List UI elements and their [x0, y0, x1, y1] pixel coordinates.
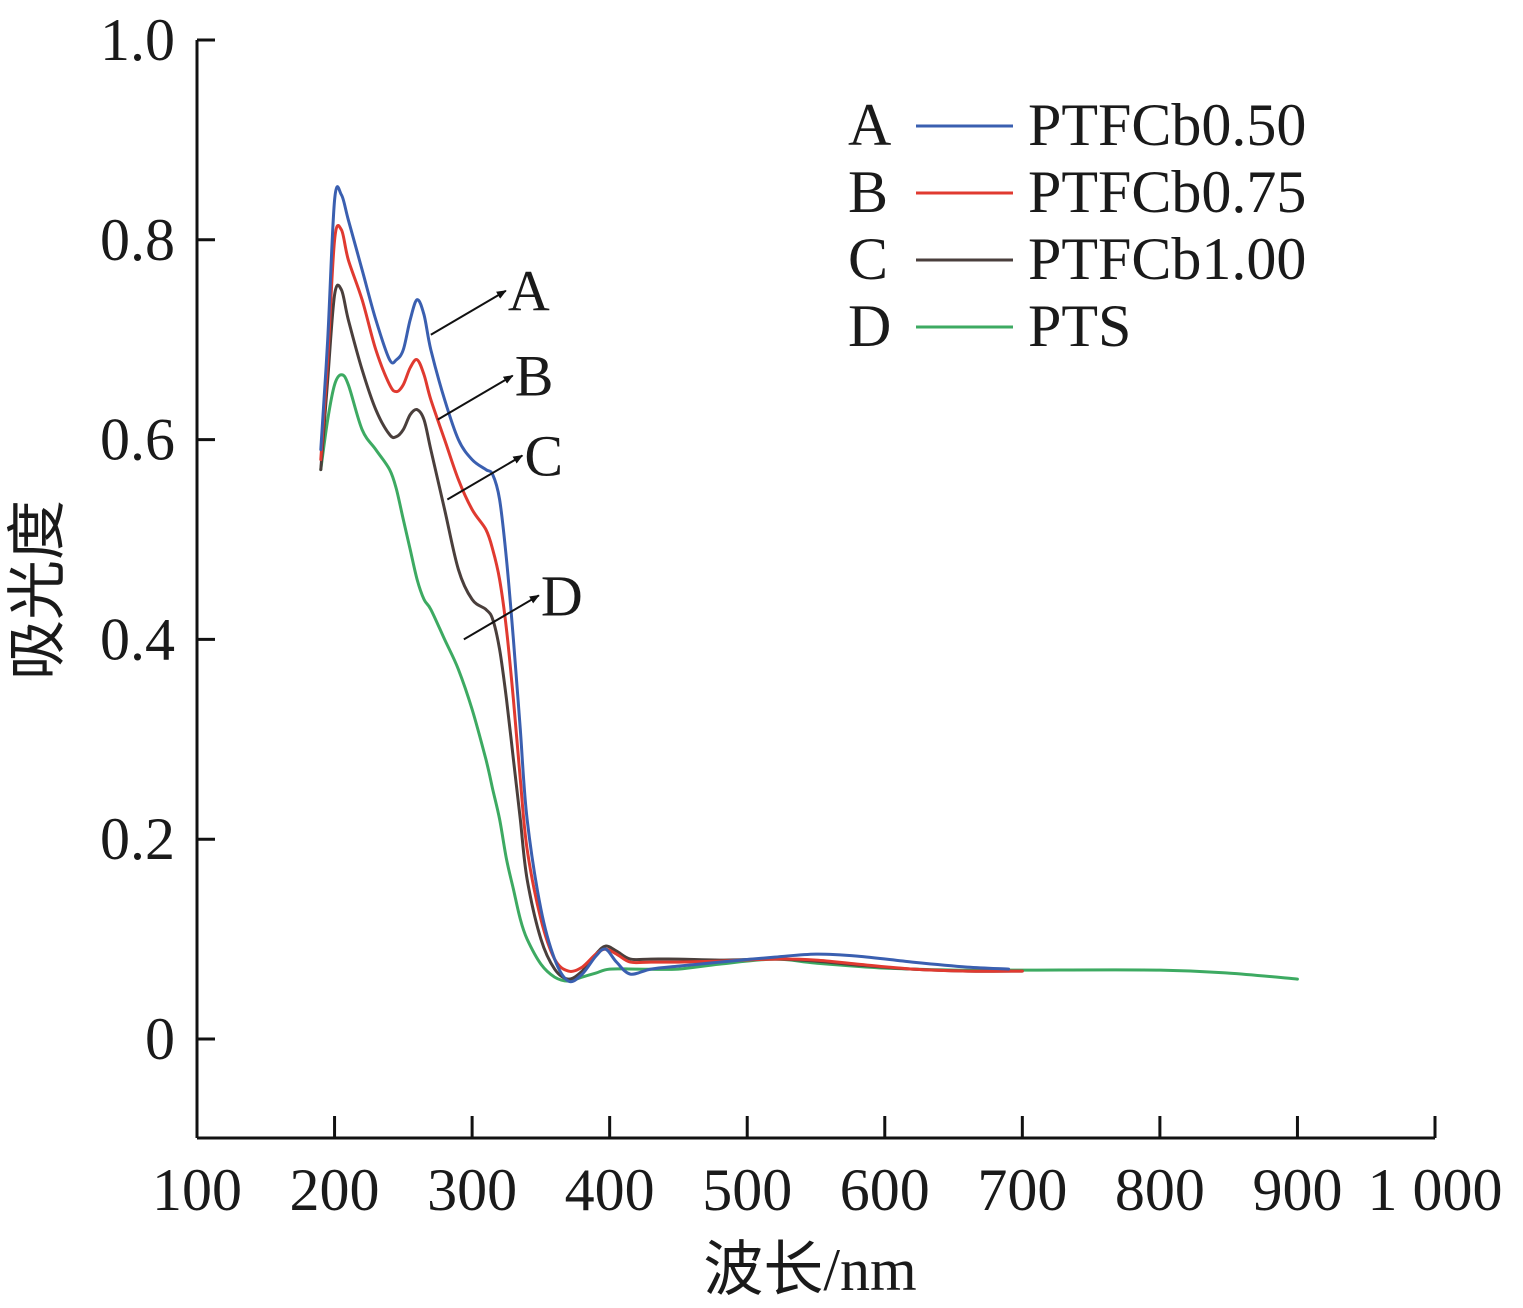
x-tick-label: 500 — [702, 1157, 792, 1223]
legend-entry-c: C PTFCb1.00 — [848, 226, 1306, 292]
legend-label: PTFCb0.50 — [1028, 92, 1306, 158]
x-axis-title: 波长/nm — [703, 1237, 916, 1303]
x-tick-label: 700 — [977, 1157, 1067, 1223]
series-line-c — [319, 283, 1024, 981]
legend-entry-b: B PTFCb0.75 — [848, 159, 1306, 225]
legend-label: PTFCb0.75 — [1028, 159, 1306, 225]
legend-entry-a: A PTFCb0.50 — [848, 92, 1306, 158]
annotation-label-c: C — [524, 424, 563, 489]
plot-axes: 0 0.2 0.4 0.6 0.8 1.0 100 200 300 400 500 600 700 80… — [100, 7, 1503, 1223]
legend: A PTFCb0.50 B PTFCb0.75 C PTFCb1.00 D PTS — [848, 92, 1306, 359]
y-tick-label: 1.0 — [100, 7, 175, 73]
y-tick-label: 0 — [145, 1006, 175, 1072]
x-tick-label: 900 — [1252, 1157, 1342, 1223]
series-line-b — [319, 223, 1024, 973]
y-tick-label: 0.8 — [100, 207, 175, 273]
annotation-label-d: D — [541, 563, 583, 628]
x-tick-label: 800 — [1115, 1157, 1205, 1223]
x-tick-label: 200 — [290, 1157, 380, 1223]
y-tick-label: 0.4 — [100, 606, 175, 672]
x-axis-ticks: 100 200 300 400 500 600 700 800 900 1 000 — [152, 1116, 1503, 1223]
annotation-arrow-b — [437, 374, 514, 421]
x-tick-label: 600 — [840, 1157, 930, 1223]
curve-annotations: ABC D — [430, 259, 583, 641]
annotation-label-b: B — [515, 344, 554, 409]
y-axis-ticks: 0 0.2 0.4 0.6 0.8 1.0 — [100, 7, 215, 1072]
legend-label: PTFCb1.00 — [1028, 226, 1306, 292]
x-tick-label: 300 — [427, 1157, 517, 1223]
series-line-a — [319, 185, 1011, 984]
legend-key: C — [848, 226, 888, 292]
legend-key: A — [848, 92, 891, 158]
annotation-arrow-a — [430, 289, 507, 336]
series-line-d — [319, 373, 1299, 983]
y-tick-label: 0.6 — [100, 407, 175, 473]
legend-key: D — [848, 293, 891, 359]
annotation-arrow-c — [446, 454, 524, 501]
annotation-arrow-d — [463, 594, 540, 641]
legend-label: PTS — [1028, 293, 1131, 359]
annotation-label-a: A — [508, 259, 550, 324]
x-tick-label: 1 000 — [1368, 1157, 1503, 1223]
x-tick-label: 100 — [152, 1157, 242, 1223]
y-tick-label: 0.2 — [100, 806, 175, 872]
x-tick-label: 400 — [565, 1157, 655, 1223]
y-axis-title: 吸光度 — [5, 500, 71, 680]
legend-entry-d: D PTS — [848, 293, 1131, 359]
legend-key: B — [848, 159, 888, 225]
series-lines — [319, 185, 1299, 984]
